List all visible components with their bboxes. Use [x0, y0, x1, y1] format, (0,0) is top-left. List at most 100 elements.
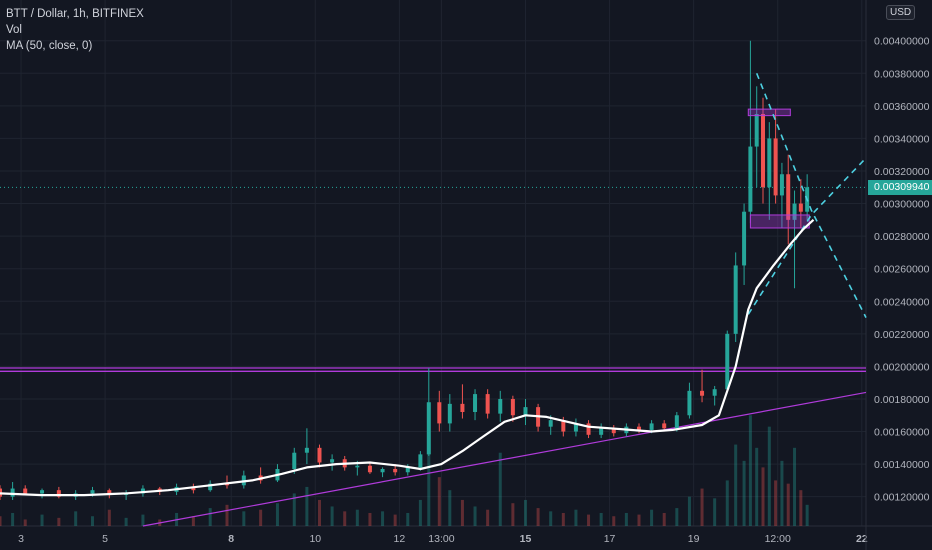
candle-body	[754, 113, 759, 147]
candle-body	[10, 488, 15, 497]
y-axis-tick-label: 0.00120000	[874, 492, 930, 504]
volume-bar	[650, 509, 654, 526]
y-axis-tick-label: 0.00180000	[874, 394, 930, 406]
candle-body	[355, 465, 360, 468]
candle-body	[56, 490, 61, 497]
candle-body	[586, 423, 591, 435]
candle-body	[725, 333, 730, 390]
support-trendline	[142, 391, 867, 527]
currency-badge[interactable]: USD	[886, 5, 916, 20]
volume-bar	[330, 506, 334, 526]
volume-bar	[90, 516, 94, 526]
highlight-box	[749, 214, 810, 229]
volume-bar	[624, 512, 628, 526]
volume-bar	[774, 480, 778, 526]
volume-bar	[725, 480, 729, 526]
volume-bar	[259, 509, 263, 526]
candle-body	[674, 415, 679, 429]
candle-body	[510, 398, 515, 416]
candle-body	[700, 390, 705, 396]
candle-body	[23, 488, 28, 494]
candle-body	[437, 402, 442, 424]
volume-indicator-label[interactable]: Vol	[6, 24, 22, 36]
volume-bar	[355, 509, 359, 526]
y-axis-tick-label: 0.00260000	[874, 264, 930, 276]
candle-body	[649, 423, 654, 430]
candle-body	[792, 203, 797, 220]
y-axis-tick-label: 0.00280000	[874, 231, 930, 243]
highlight-box	[747, 108, 791, 117]
volume-bar	[225, 504, 229, 526]
candle-body	[599, 428, 604, 435]
volume-bar	[748, 415, 752, 526]
x-axis-tick-label: 8	[228, 533, 234, 545]
volume-bar	[780, 460, 784, 526]
candle-body	[485, 394, 490, 414]
volume-bar	[742, 460, 746, 526]
volume-bar	[523, 499, 527, 526]
candle-body	[773, 138, 778, 196]
candle-body	[40, 490, 45, 494]
volume-bar	[141, 514, 145, 526]
y-axis-tick-label: 0.00140000	[874, 459, 930, 471]
volume-bar	[317, 499, 321, 526]
y-axis-tick-label: 0.00400000	[874, 36, 930, 48]
y-axis-tick-label: 0.00240000	[874, 296, 930, 308]
volume-bar	[57, 517, 61, 526]
volume-bar	[498, 452, 502, 526]
volume-bar	[11, 512, 15, 526]
candle-body	[573, 423, 578, 432]
candle-body	[393, 469, 398, 473]
candle-body	[140, 488, 145, 494]
volume-bar	[381, 511, 385, 526]
volume-bar	[761, 467, 765, 526]
x-axis-tick-label: 10	[309, 533, 321, 545]
candle-body	[107, 490, 112, 496]
volume-bar	[793, 447, 797, 526]
volume-bar	[437, 477, 441, 526]
volume-bar	[805, 504, 809, 526]
volume-bar	[687, 496, 691, 526]
volume-bar	[242, 511, 246, 526]
candle-body	[561, 420, 566, 432]
volume-bar	[107, 509, 111, 526]
volume-bar	[418, 499, 422, 526]
x-axis-tick-label: 22	[856, 533, 868, 545]
candle-body	[761, 113, 766, 188]
candle-body	[208, 483, 213, 491]
symbol-title[interactable]: BTT / Dollar, 1h, BITFINEX	[6, 8, 144, 20]
volume-bar	[393, 514, 397, 526]
candle-body	[742, 211, 747, 266]
candle-body	[733, 265, 738, 334]
candle-body	[447, 403, 452, 424]
candle-body	[611, 428, 616, 434]
volume-bar	[40, 514, 44, 526]
x-axis-tick-label: 3	[18, 533, 24, 545]
moving-average-label[interactable]: MA (50, close, 0)	[6, 40, 93, 52]
candle-body	[367, 465, 372, 473]
volume-bar	[662, 512, 666, 526]
volume-bar	[343, 511, 347, 526]
candle-body	[636, 426, 641, 430]
candle-body	[292, 452, 297, 470]
volume-bar	[486, 509, 490, 526]
candle-body	[225, 483, 230, 486]
y-axis-tick-label: 0.00160000	[874, 427, 930, 439]
x-axis-tick-label: 5	[102, 533, 108, 545]
candle-body	[548, 420, 553, 427]
candle-body	[798, 203, 803, 212]
descending-wedge-line	[755, 73, 867, 318]
volume-bar	[700, 488, 704, 526]
volume-bar	[561, 512, 565, 526]
volume-bar	[74, 511, 78, 526]
candle-body	[317, 447, 322, 463]
candle-body	[330, 459, 335, 463]
volume-bar	[637, 514, 641, 526]
volume-bar	[675, 508, 679, 526]
volume-bar	[799, 490, 803, 526]
x-axis-tick-label: 15	[520, 533, 532, 545]
y-axis-tick-label: 0.00340000	[874, 133, 930, 145]
volume-bar	[23, 519, 27, 526]
